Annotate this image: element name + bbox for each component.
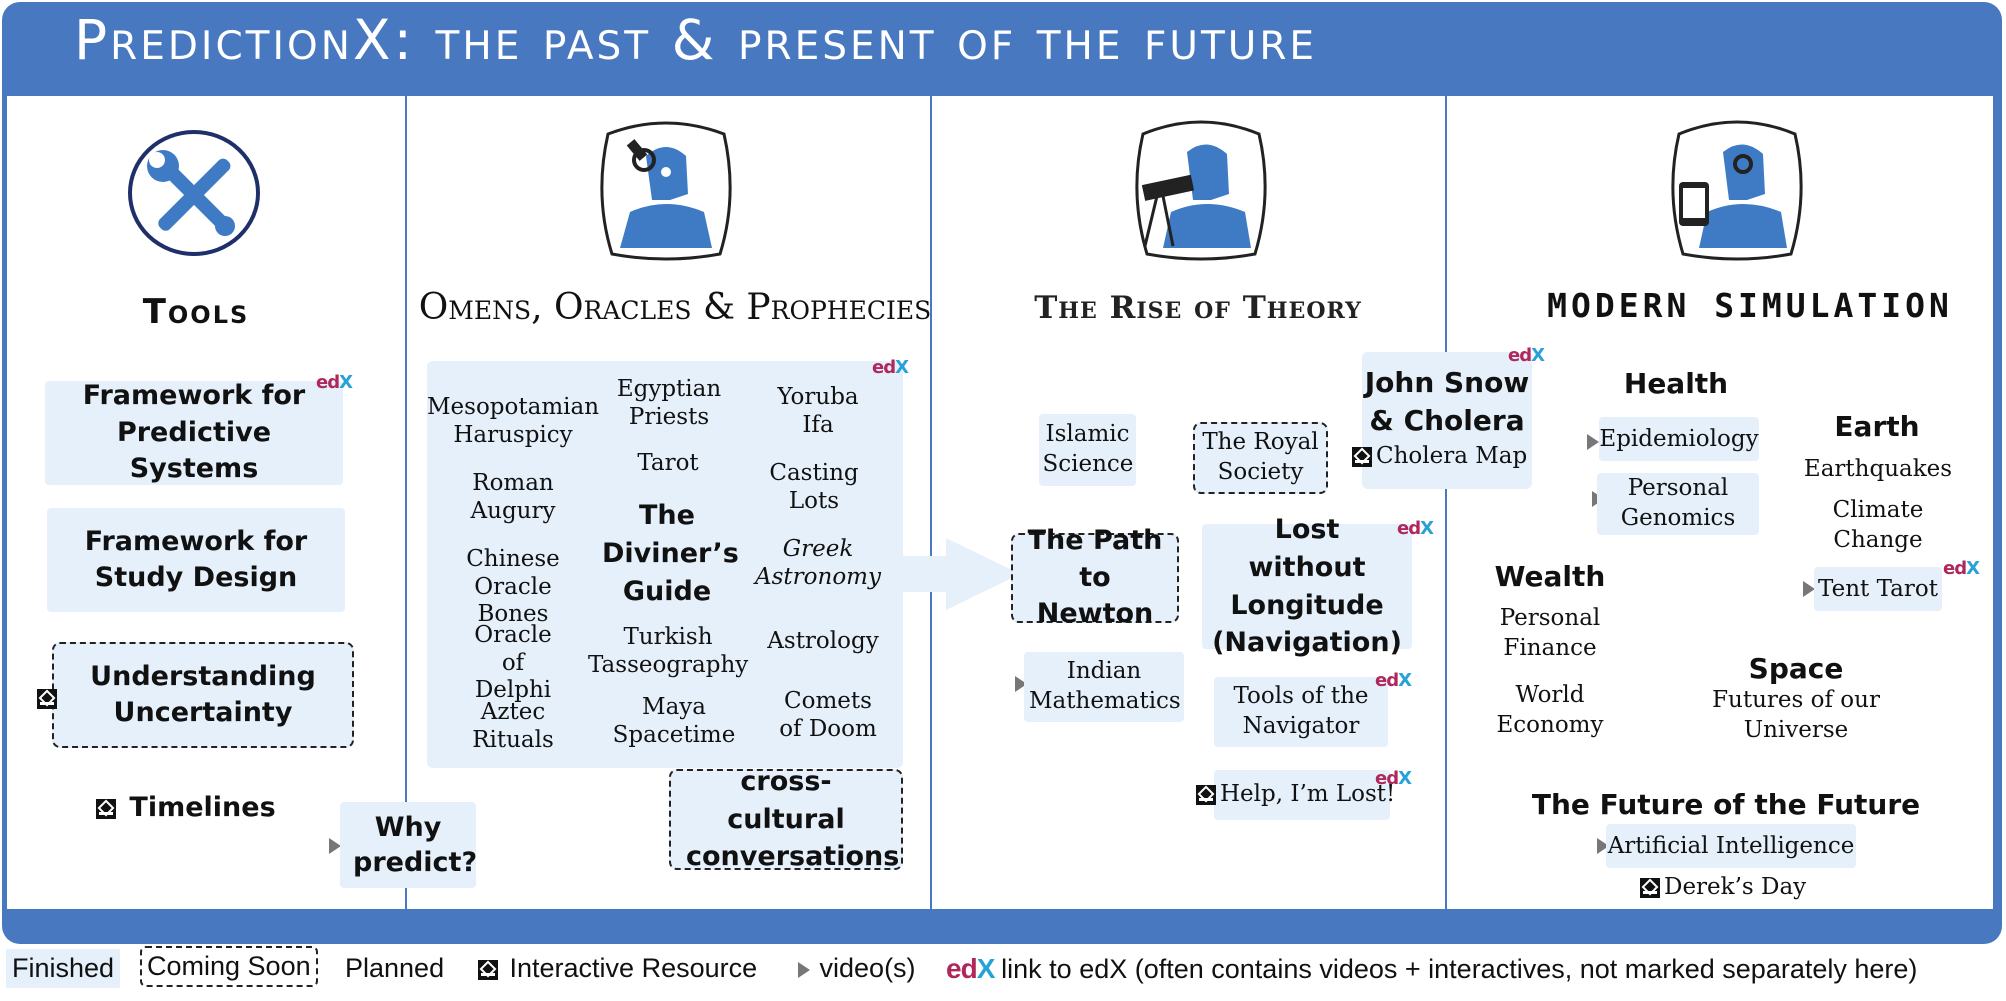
john-snow-cholera[interactable]: John Snow & Cholera bbox=[1364, 366, 1530, 437]
understanding-uncertainty[interactable]: Understanding Uncertainty bbox=[52, 642, 354, 748]
cross-cultural-conversations[interactable]: cross-cultural conversations bbox=[669, 766, 903, 872]
earthquakes[interactable]: Earthquakes bbox=[1803, 456, 1953, 482]
personal-finance[interactable]: Personal Finance bbox=[1499, 605, 1601, 661]
divider bbox=[405, 96, 407, 909]
astronomer-figure-icon bbox=[1135, 120, 1267, 261]
interactive-resource-icon bbox=[1352, 447, 1372, 467]
edx-logo[interactable]: edX bbox=[316, 372, 353, 393]
john-snow-box[interactable] bbox=[1362, 352, 1532, 489]
future-of-the-future-heading: The Future of the Future bbox=[1531, 788, 1921, 821]
wealth-heading: Wealth bbox=[1494, 560, 1606, 593]
interactive-resource-icon bbox=[96, 798, 116, 819]
legend-finished: Finished bbox=[6, 949, 121, 988]
legend-videos: video(s) bbox=[798, 949, 916, 988]
tent-tarot[interactable]: Tent Tarot bbox=[1814, 567, 1942, 611]
video-icon bbox=[798, 961, 810, 978]
earth-heading: Earth bbox=[1834, 410, 1920, 443]
astrology[interactable]: Astrology bbox=[767, 628, 879, 654]
interactive-resource-icon bbox=[1196, 785, 1216, 805]
edx-logo[interactable]: edX bbox=[1375, 768, 1412, 789]
tools-heading: Tools bbox=[142, 292, 250, 332]
tarot[interactable]: Tarot bbox=[637, 450, 699, 476]
mesopotamian-haruspicy[interactable]: Mesopotamian Haruspicy bbox=[426, 394, 600, 448]
edx-logo[interactable]: edX bbox=[872, 357, 909, 378]
dereks-day[interactable]: Derek’s Day bbox=[1640, 874, 1806, 900]
comets-of-doom[interactable]: Comets of Doom bbox=[779, 688, 877, 742]
casting-lots[interactable]: Casting Lots bbox=[769, 460, 859, 514]
oracle-of-delphi[interactable]: Oracle of Delphi bbox=[474, 622, 552, 704]
video-icon[interactable] bbox=[329, 838, 341, 854]
interactive-resource-icon[interactable] bbox=[37, 688, 57, 709]
modern-heading: Modern Simulation bbox=[1547, 286, 1953, 325]
divider bbox=[930, 96, 932, 909]
edx-logo: edX bbox=[946, 953, 995, 984]
climate-change[interactable]: Climate Change bbox=[1832, 497, 1924, 553]
framework-predictive-systems[interactable]: Framework for Predictive Systems bbox=[45, 380, 343, 485]
theory-heading: The Rise of Theory bbox=[1034, 290, 1362, 326]
diviner-figure-icon bbox=[600, 121, 732, 261]
help-im-lost-box[interactable] bbox=[1214, 770, 1390, 820]
cholera-map-link[interactable]: Cholera Map bbox=[1352, 443, 1527, 469]
arrow bbox=[900, 538, 1020, 610]
islamic-science[interactable]: Islamic Science bbox=[1039, 414, 1136, 486]
timelines-link[interactable]: Timelines bbox=[96, 792, 276, 823]
edx-logo[interactable]: edX bbox=[1508, 345, 1545, 366]
world-economy[interactable]: World Economy bbox=[1496, 682, 1604, 738]
edx-logo[interactable]: edX bbox=[1397, 518, 1434, 539]
edx-logo[interactable]: edX bbox=[1375, 670, 1412, 691]
egyptian-priests[interactable]: Egyptian Priests bbox=[616, 376, 722, 430]
lost-without-longitude[interactable]: Lost without Longitude (Navigation) bbox=[1202, 514, 1412, 658]
tools-of-the-navigator[interactable]: Tools of the Navigator bbox=[1214, 677, 1388, 747]
greek-astronomy[interactable]: Greek Astronomy bbox=[755, 536, 881, 590]
roman-augury[interactable]: Roman Augury bbox=[470, 470, 556, 524]
yoruba-ifa[interactable]: Yoruba Ifa bbox=[777, 384, 859, 438]
maya-spacetime[interactable]: Maya Spacetime bbox=[612, 694, 736, 748]
artificial-intelligence[interactable]: Artificial Intelligence bbox=[1606, 824, 1856, 868]
page-title: PredictionX: the past & present of the f… bbox=[74, 8, 1318, 72]
legend-interactive: Interactive Resource bbox=[478, 949, 757, 988]
omens-box[interactable] bbox=[427, 361, 903, 768]
personal-genomics[interactable]: Personal Genomics bbox=[1597, 473, 1759, 535]
diviners-guide[interactable]: The Diviner’s Guide bbox=[602, 500, 739, 607]
aztec-rituals[interactable]: Aztec Rituals bbox=[472, 699, 554, 753]
help-im-lost[interactable]: Help, I’m Lost! bbox=[1196, 781, 1395, 807]
video-icon[interactable] bbox=[1803, 581, 1815, 597]
why-predict[interactable]: Why predict? bbox=[340, 802, 477, 888]
tools-icon bbox=[128, 130, 260, 256]
chinese-oracle-bones[interactable]: Chinese Oracle Bones bbox=[466, 546, 560, 628]
turkish-tasseography[interactable]: Turkish Tasseography bbox=[588, 624, 749, 678]
health-heading: Health bbox=[1623, 367, 1729, 400]
divider bbox=[1445, 96, 1447, 909]
legend-edx: edX link to edX (often contains videos +… bbox=[946, 953, 1918, 984]
the-path-to-newton[interactable]: The Path to Newton bbox=[1011, 525, 1179, 629]
omens-heading: Omens, Oracles & Prophecies bbox=[418, 287, 932, 328]
the-royal-society[interactable]: The Royal Society bbox=[1193, 422, 1328, 494]
epidemiology[interactable]: Epidemiology bbox=[1599, 417, 1759, 461]
futures-of-our-universe[interactable]: Futures of our Universe bbox=[1712, 687, 1880, 743]
legend-planned: Planned bbox=[345, 953, 445, 983]
framework-study-design[interactable]: Framework for Study Design bbox=[47, 508, 345, 612]
video-icon[interactable] bbox=[1587, 434, 1599, 450]
simulator-figure-icon bbox=[1671, 120, 1803, 261]
space-heading: Space bbox=[1748, 652, 1844, 685]
indian-mathematics[interactable]: Indian Mathematics bbox=[1024, 652, 1184, 722]
interactive-resource-icon bbox=[478, 959, 498, 980]
edx-logo[interactable]: edX bbox=[1943, 558, 1980, 579]
interactive-resource-icon bbox=[1640, 878, 1660, 898]
legend-coming-soon: Coming Soon bbox=[140, 946, 318, 987]
